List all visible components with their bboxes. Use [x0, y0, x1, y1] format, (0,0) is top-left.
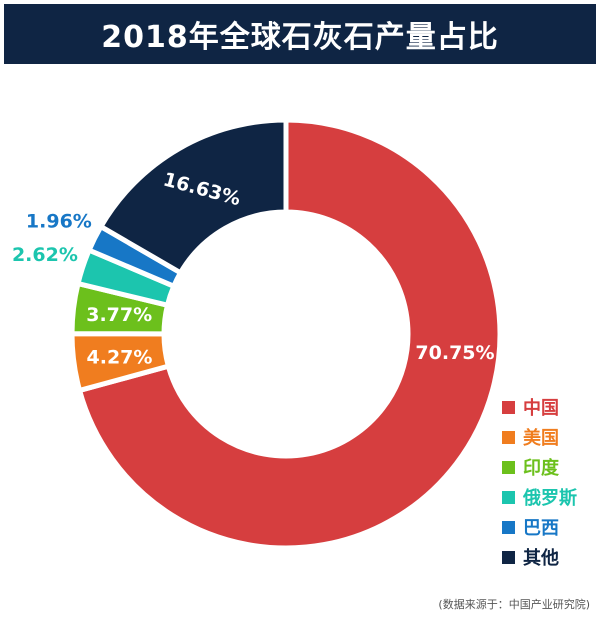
legend-item: 美国 [502, 422, 577, 452]
legend-swatch [502, 460, 515, 474]
data-label-2: 3.77% [86, 304, 152, 326]
legend-swatch [502, 550, 515, 564]
legend-swatch [502, 400, 515, 414]
slice-0 [76, 117, 503, 551]
legend-item: 巴西 [502, 512, 577, 542]
legend-label: 中国 [523, 398, 559, 419]
legend-swatch [502, 520, 515, 534]
data-label-3: 2.62% [12, 244, 78, 266]
legend: 中国美国印度俄罗斯巴西其他 [502, 392, 577, 572]
data-label-4: 1.96% [26, 210, 92, 232]
slice-5 [97, 117, 289, 277]
legend-label: 印度 [523, 458, 559, 479]
legend-label: 其他 [523, 548, 559, 569]
legend-swatch [502, 430, 515, 444]
legend-item: 俄罗斯 [502, 482, 577, 512]
data-label-1: 4.27% [87, 346, 153, 368]
legend-item: 其他 [502, 542, 577, 572]
legend-item: 印度 [502, 452, 577, 482]
legend-swatch [502, 490, 515, 504]
legend-label: 美国 [523, 428, 559, 449]
legend-label: 俄罗斯 [523, 488, 577, 509]
data-label-0: 70.75% [415, 342, 494, 364]
legend-item: 中国 [502, 392, 577, 422]
chart-title: 2018年全球石灰石产量占比 [4, 4, 596, 64]
legend-label: 巴西 [523, 518, 559, 539]
source-note: (数据来源于：中国产业研究院) [438, 598, 590, 611]
